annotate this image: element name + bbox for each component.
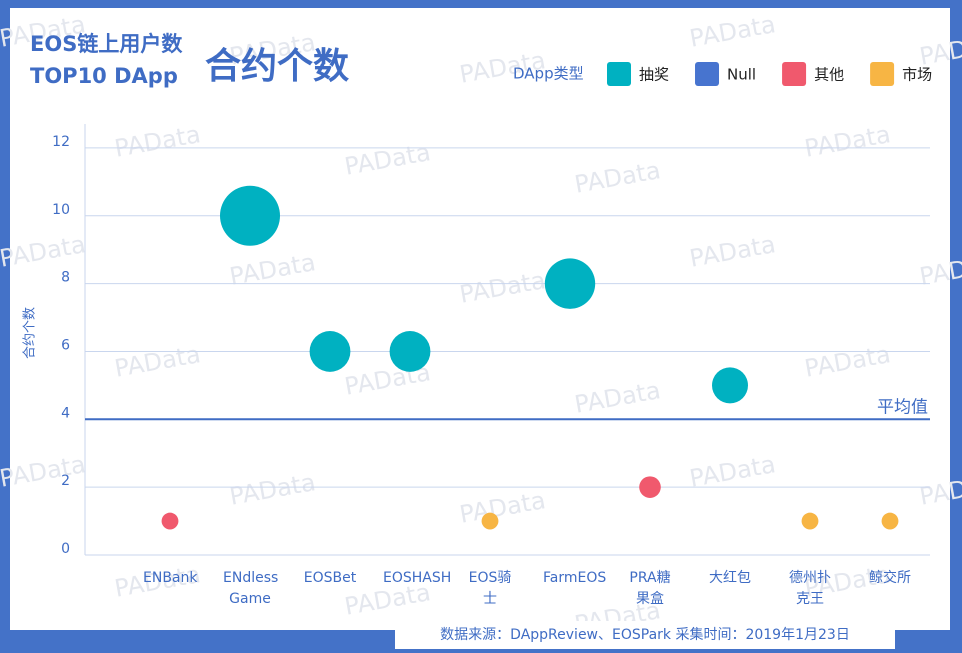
bubble bbox=[481, 512, 499, 530]
watermark: PAData bbox=[802, 120, 892, 163]
legend-label: Null bbox=[727, 66, 756, 84]
x-tick-label: EOSHASH bbox=[360, 568, 460, 589]
x-tick-text: EOSHASH bbox=[383, 570, 452, 586]
x-tick-text: EOSBet bbox=[303, 570, 357, 586]
watermark: PAData bbox=[917, 468, 962, 511]
legend-title: DApp类型 bbox=[513, 65, 584, 83]
legend-swatch bbox=[607, 62, 631, 86]
x-tick-text: 鲸交所 bbox=[869, 570, 911, 586]
title-main: 合约个数 bbox=[205, 46, 349, 87]
bubble bbox=[220, 185, 280, 246]
bubble bbox=[712, 367, 748, 404]
watermark: PAData bbox=[687, 230, 777, 273]
x-tick-text: FarmEOS bbox=[543, 570, 607, 586]
y-tick-label: 2 bbox=[61, 473, 70, 489]
x-tick-label: EOS骑士 bbox=[440, 568, 540, 610]
source: 数据来源：DAppReview、EOSPark 采集时间：2019年1月23日 bbox=[395, 621, 895, 649]
y-tick-label: 4 bbox=[61, 405, 70, 421]
watermark: PAData bbox=[0, 230, 88, 273]
x-tick-label: PRA糖果盒 bbox=[600, 568, 700, 610]
y-tick-label: 0 bbox=[61, 541, 70, 557]
watermark: PAData bbox=[572, 376, 662, 419]
title-line1: EOS链上用户数 bbox=[30, 32, 183, 56]
x-tick-text: EOS骑士 bbox=[468, 570, 512, 607]
x-tick-text: 大红包 bbox=[709, 570, 751, 586]
y-tick-label: 8 bbox=[61, 270, 70, 286]
watermark: PAData bbox=[227, 468, 317, 511]
legend-swatch bbox=[870, 62, 895, 86]
x-tick-label: EOSBet bbox=[280, 568, 380, 589]
x-tick-text: ENBank bbox=[143, 570, 198, 586]
legend-swatch bbox=[782, 62, 807, 86]
legend-label: 其他 bbox=[814, 66, 844, 84]
watermark: PAData bbox=[572, 156, 662, 199]
x-tick-text: ENdless Game bbox=[223, 570, 279, 607]
watermark: PAData bbox=[687, 450, 777, 493]
legend-swatch bbox=[695, 62, 720, 86]
x-tick-label: 德州扑克王 bbox=[760, 568, 860, 610]
watermark: PAData bbox=[342, 138, 432, 181]
x-tick-text: 德州扑克王 bbox=[789, 570, 831, 607]
legend-label: 市场 bbox=[902, 66, 932, 84]
y-tick-label: 12 bbox=[52, 134, 70, 150]
watermark: PAData bbox=[917, 28, 962, 71]
watermark: PAData bbox=[687, 10, 777, 53]
watermark: PAData bbox=[112, 340, 202, 383]
average-label: 平均值 bbox=[877, 397, 928, 417]
x-tick-label: FarmEOS bbox=[520, 568, 620, 589]
x-tick-label: ENdless Game bbox=[200, 568, 300, 610]
watermark: PAData bbox=[917, 248, 962, 291]
watermarks: PAData PAData PAData PAData PAData PAData PADa… bbox=[0, 10, 962, 639]
bubble bbox=[801, 512, 819, 530]
x-tick-label: ENBank bbox=[120, 568, 220, 589]
bubble bbox=[161, 512, 179, 530]
legend-label: 抽奖 bbox=[639, 66, 669, 84]
y-tick-label: 10 bbox=[52, 202, 70, 218]
bubble bbox=[639, 476, 661, 498]
y-axis-label: 合约个数 bbox=[23, 307, 38, 359]
watermark: PAData bbox=[457, 266, 547, 309]
bubble bbox=[544, 258, 596, 309]
bubble bbox=[881, 512, 899, 530]
watermark: PAData bbox=[802, 340, 892, 383]
watermark: PAData bbox=[0, 450, 88, 493]
x-tick-text: PRA糖果盒 bbox=[629, 570, 671, 607]
bubble bbox=[309, 331, 351, 372]
bubble bbox=[389, 331, 431, 372]
x-tick-label: 鲸交所 bbox=[840, 568, 940, 589]
title-line2: TOP10 DApp bbox=[30, 64, 178, 88]
watermark: PAData bbox=[227, 248, 317, 291]
watermark: PAData bbox=[112, 120, 202, 163]
y-tick-label: 6 bbox=[61, 337, 70, 353]
x-tick-label: 大红包 bbox=[680, 568, 780, 589]
watermark: PAData bbox=[457, 486, 547, 529]
